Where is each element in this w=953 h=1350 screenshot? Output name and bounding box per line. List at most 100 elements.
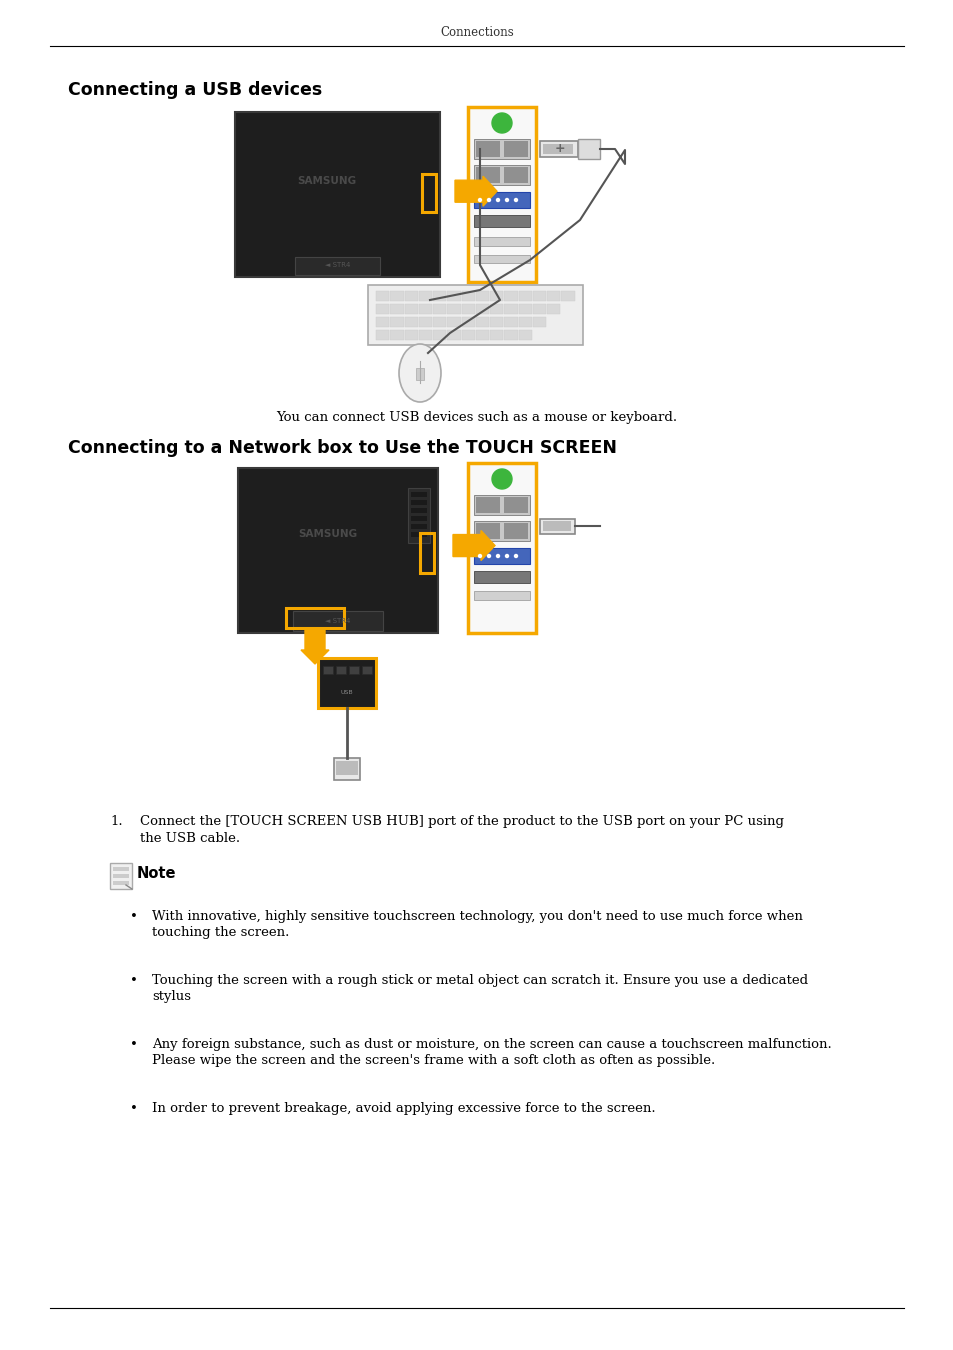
Bar <box>361 666 372 674</box>
Bar <box>375 304 389 315</box>
Bar <box>476 292 489 301</box>
Bar <box>578 139 599 159</box>
Bar <box>476 522 499 539</box>
Ellipse shape <box>398 344 440 402</box>
Circle shape <box>478 555 481 558</box>
Bar <box>447 317 460 327</box>
Bar <box>447 304 460 315</box>
Circle shape <box>492 113 512 134</box>
Text: ◄ STR4: ◄ STR4 <box>325 618 351 624</box>
Bar <box>323 666 333 674</box>
Bar <box>390 329 403 340</box>
Bar <box>421 174 436 212</box>
Bar <box>490 317 503 327</box>
Bar <box>390 292 403 301</box>
Bar <box>474 521 530 541</box>
Bar <box>368 285 582 346</box>
Text: touching the screen.: touching the screen. <box>152 926 289 940</box>
Bar <box>539 518 575 535</box>
Bar <box>476 167 499 184</box>
Bar <box>474 255 530 263</box>
Bar <box>474 571 530 583</box>
Bar <box>468 107 536 282</box>
FancyArrow shape <box>455 177 497 207</box>
Text: •: • <box>130 910 138 923</box>
Bar <box>433 317 446 327</box>
Text: SAMSUNG: SAMSUNG <box>297 177 356 186</box>
Circle shape <box>487 198 490 201</box>
Text: stylus: stylus <box>152 990 191 1003</box>
Bar <box>416 369 423 379</box>
Bar <box>539 140 578 157</box>
Bar <box>561 292 574 301</box>
Bar <box>419 533 434 572</box>
Bar <box>547 292 559 301</box>
Bar <box>533 304 546 315</box>
Text: Any foreign substance, such as dust or moisture, on the screen can cause a touch: Any foreign substance, such as dust or m… <box>152 1038 831 1052</box>
Text: the USB cable.: the USB cable. <box>140 832 240 845</box>
Bar <box>286 608 344 628</box>
Bar <box>408 487 430 543</box>
Bar <box>490 329 503 340</box>
Bar <box>447 292 460 301</box>
Bar <box>112 882 129 886</box>
FancyArrow shape <box>453 531 495 560</box>
Bar <box>547 304 559 315</box>
Bar <box>411 491 427 497</box>
Bar <box>461 317 475 327</box>
Bar <box>294 256 379 275</box>
Bar <box>474 495 530 514</box>
Text: Connect the [TOUCH SCREEN USB HUB] port of the product to the USB port on your P: Connect the [TOUCH SCREEN USB HUB] port … <box>140 815 783 828</box>
Text: With innovative, highly sensitive touchscreen technology, you don't need to use : With innovative, highly sensitive touchs… <box>152 910 802 923</box>
Bar <box>474 215 530 227</box>
Bar <box>293 612 382 630</box>
Bar <box>404 317 417 327</box>
Bar <box>490 292 503 301</box>
Text: •: • <box>130 1102 138 1115</box>
Text: •: • <box>130 1038 138 1052</box>
Bar <box>433 292 446 301</box>
Circle shape <box>496 555 499 558</box>
Text: Connecting a USB devices: Connecting a USB devices <box>68 81 322 99</box>
Bar <box>474 591 530 599</box>
Bar <box>334 757 359 780</box>
Circle shape <box>478 198 481 201</box>
Bar <box>542 144 573 154</box>
Bar <box>533 317 546 327</box>
Bar <box>474 192 530 208</box>
Bar <box>418 292 432 301</box>
Text: Connections: Connections <box>439 26 514 39</box>
Text: USB: USB <box>340 690 353 695</box>
Bar <box>461 329 475 340</box>
FancyArrow shape <box>301 629 329 664</box>
Bar <box>317 657 375 707</box>
Bar <box>474 548 530 564</box>
Bar <box>518 292 532 301</box>
Bar <box>112 873 129 878</box>
Text: Note: Note <box>137 865 176 882</box>
Bar <box>504 304 517 315</box>
Bar <box>418 329 432 340</box>
Bar <box>433 304 446 315</box>
Bar <box>433 329 446 340</box>
Circle shape <box>514 198 517 201</box>
Bar <box>503 497 527 513</box>
Bar <box>476 304 489 315</box>
Text: Connecting to a Network box to Use the TOUCH SCREEN: Connecting to a Network box to Use the T… <box>68 439 617 458</box>
Bar <box>411 500 427 505</box>
Bar <box>461 304 475 315</box>
Bar <box>490 304 503 315</box>
Bar <box>404 329 417 340</box>
Bar <box>447 329 460 340</box>
Bar <box>476 317 489 327</box>
Bar <box>375 317 389 327</box>
Text: You can connect USB devices such as a mouse or keyboard.: You can connect USB devices such as a mo… <box>276 412 677 424</box>
Text: •: • <box>130 973 138 987</box>
Circle shape <box>505 555 508 558</box>
Circle shape <box>487 555 490 558</box>
Text: ◄ STR4: ◄ STR4 <box>324 262 350 269</box>
Bar <box>476 140 499 157</box>
Bar <box>504 292 517 301</box>
Circle shape <box>492 468 512 489</box>
Bar <box>503 140 527 157</box>
